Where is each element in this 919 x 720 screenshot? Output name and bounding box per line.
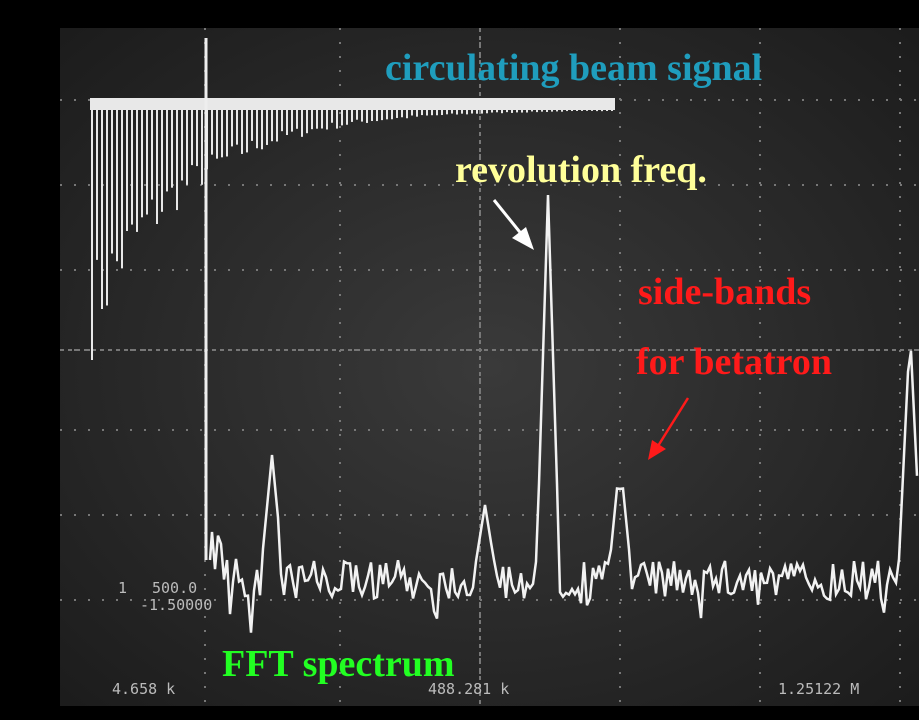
- annotation: side-bands: [638, 271, 811, 313]
- readout: 4.658 k: [112, 680, 175, 698]
- readout: 488.281 k: [428, 680, 509, 698]
- readout: 1: [118, 579, 127, 597]
- readout: 1.25122 M: [778, 680, 859, 698]
- readout: 500.0: [152, 579, 197, 597]
- arrow: [492, 199, 534, 250]
- annotation: for betatron: [636, 341, 832, 383]
- annotation: revolution freq.: [455, 149, 707, 191]
- fft-trace: [208, 194, 919, 633]
- beam-signal-trace: [90, 98, 615, 360]
- arrow: [648, 397, 690, 460]
- readout: -1.50000: [140, 596, 212, 614]
- annotation: FFT spectrum: [222, 643, 455, 685]
- annotation: circulating beam signal: [385, 47, 762, 89]
